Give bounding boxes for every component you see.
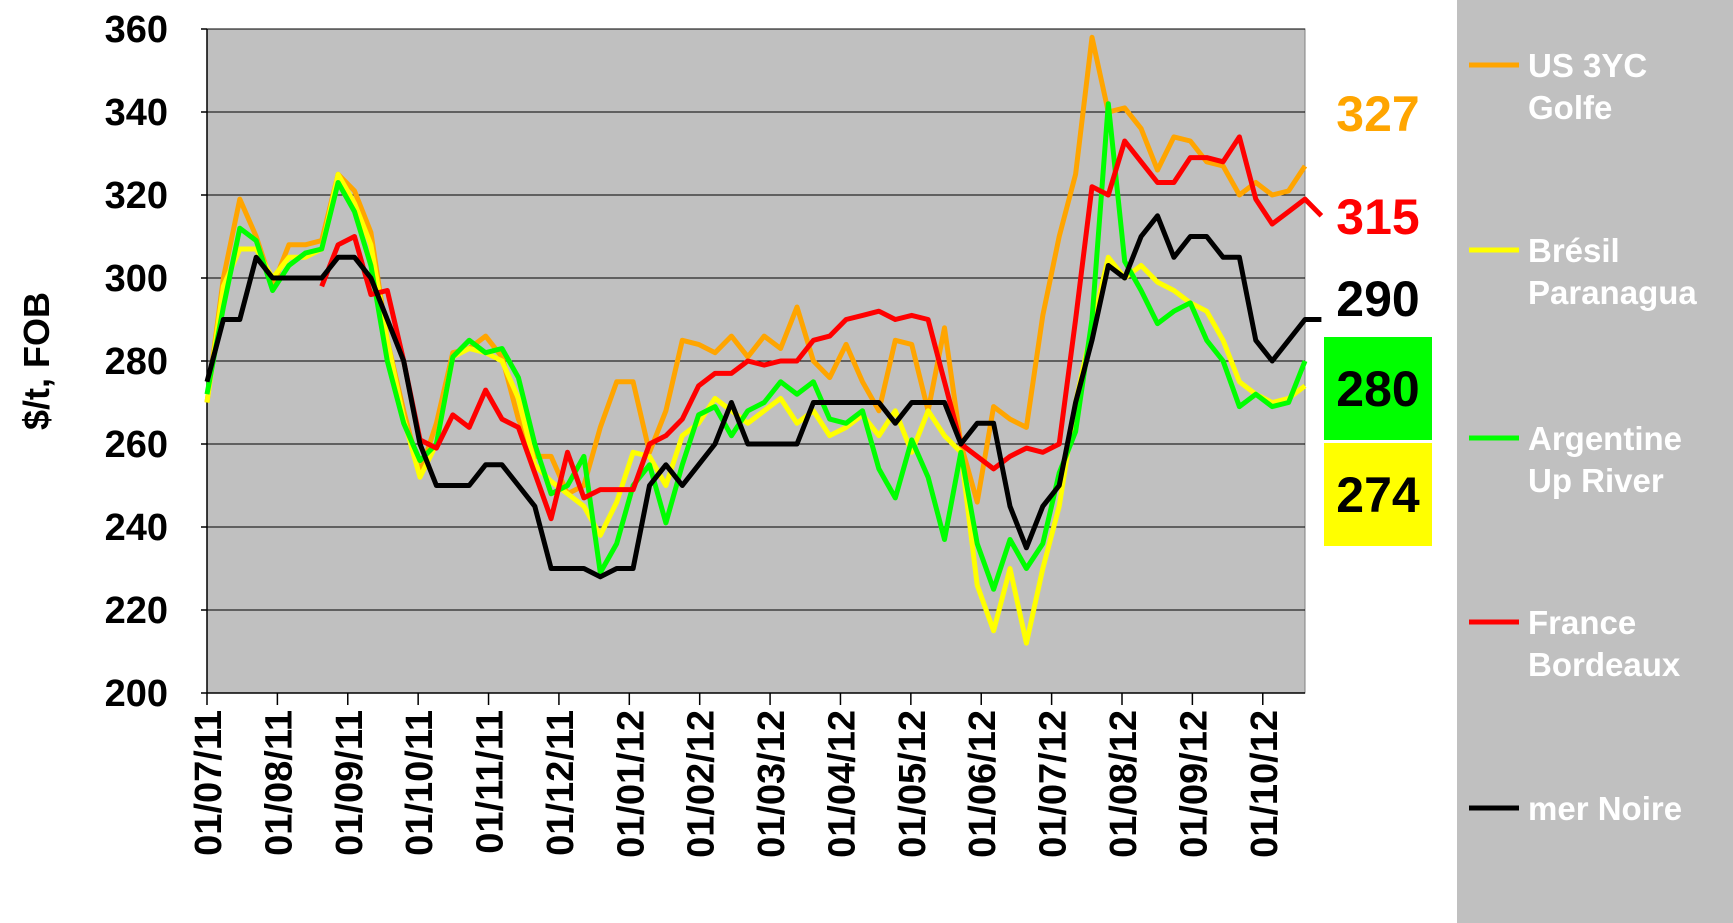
end-value-label: 274 xyxy=(1336,467,1420,523)
legend-label: France xyxy=(1528,604,1636,641)
x-tick-label: 01/09/12 xyxy=(1173,710,1215,858)
legend-label: mer Noire xyxy=(1528,790,1682,827)
x-tick-label: 01/05/12 xyxy=(892,710,934,858)
end-value-label: 280 xyxy=(1336,361,1419,417)
x-tick-label: 01/06/12 xyxy=(962,710,1004,858)
x-tick-label: 01/10/12 xyxy=(1244,710,1286,858)
legend: US 3YC Golfe Brésil Paranagua Argentine Up Ri… xyxy=(1469,47,1697,827)
x-tick-label: 01/08/11 xyxy=(258,710,300,856)
legend-label: Up River xyxy=(1528,462,1664,499)
x-tick-label: 01/01/12 xyxy=(610,710,652,858)
x-tick-label: 01/07/11 xyxy=(188,710,230,856)
legend-label: Brésil xyxy=(1528,232,1620,269)
series-lines xyxy=(204,34,1324,646)
y-tick-label: 320 xyxy=(105,175,168,217)
x-tick-label: 01/10/11 xyxy=(399,710,441,856)
legend-label: Paranagua xyxy=(1528,274,1697,311)
end-label-box xyxy=(1324,443,1432,546)
y-tick-label: 220 xyxy=(105,590,168,632)
end-value-label: 315 xyxy=(1336,189,1419,245)
x-axis: 01/07/11 01/08/11 01/09/11 01/10/11 01/11/11… xyxy=(188,692,1305,858)
y-axis: 200 220 240 260 280 300 320 340 360 xyxy=(105,9,208,715)
series-line-argentine-up-river xyxy=(204,101,1308,592)
x-tick-label: 01/02/12 xyxy=(681,710,723,858)
end-value-label: 327 xyxy=(1336,86,1419,142)
y-tick-label: 360 xyxy=(105,9,168,51)
end-value-labels: 327 315 290 280 274 xyxy=(1324,86,1432,546)
x-tick-label: 01/09/11 xyxy=(329,710,371,856)
series-line-mer-noire xyxy=(204,213,1322,580)
y-tick-label: 340 xyxy=(105,92,168,134)
x-tick-label: 01/03/12 xyxy=(751,710,793,858)
series-line-france-bordeaux xyxy=(319,134,1324,522)
legend-label: Argentine xyxy=(1528,420,1682,457)
legend-label: Bordeaux xyxy=(1528,646,1681,683)
y-tick-label: 240 xyxy=(105,507,168,549)
end-label-box xyxy=(1324,337,1432,440)
legend-label: Golfe xyxy=(1528,89,1612,126)
y-tick-label: 300 xyxy=(105,258,168,300)
x-tick-label: 01/07/12 xyxy=(1033,710,1075,858)
x-tick-label: 01/12/11 xyxy=(540,710,582,856)
y-axis-label: $/t, FOB xyxy=(16,292,57,430)
x-tick-label: 01/08/12 xyxy=(1103,710,1145,858)
legend-label: US 3YC xyxy=(1528,47,1647,84)
end-value-label: 290 xyxy=(1336,271,1419,327)
y-tick-label: 200 xyxy=(105,673,168,715)
legend-panel xyxy=(1457,0,1733,923)
y-tick-label: 280 xyxy=(105,341,168,383)
x-tick-label: 01/11/11 xyxy=(470,710,512,854)
y-tick-label: 260 xyxy=(105,424,168,466)
x-tick-label: 01/04/12 xyxy=(821,710,863,858)
